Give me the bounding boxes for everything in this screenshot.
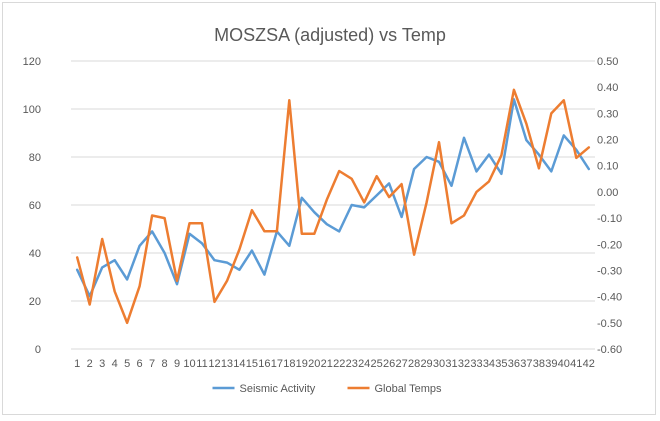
- left-tick-label: 100: [23, 104, 41, 116]
- x-tick-label: 35: [495, 358, 507, 370]
- right-tick-label: 0.50: [597, 56, 618, 68]
- x-tick-label: 8: [162, 358, 168, 370]
- x-tick-label: 4: [112, 358, 118, 370]
- right-tick-label: -0.30: [597, 265, 622, 277]
- series-line-global-temps: [75, 88, 591, 325]
- x-tick-label: 33: [470, 358, 482, 370]
- left-tick-label: 40: [29, 248, 41, 260]
- x-tick-label: 2: [87, 358, 93, 370]
- x-tick-label: 24: [358, 358, 370, 370]
- right-tick-label: -0.20: [597, 239, 622, 251]
- x-tick-label: 42: [583, 358, 595, 370]
- x-tick-label: 40: [558, 358, 570, 370]
- x-tick-label: 31: [445, 358, 457, 370]
- x-tick-label: 16: [258, 358, 270, 370]
- chart-title: MOSZSA (adjusted) vs Temp: [214, 25, 446, 45]
- right-tick-label: -0.50: [597, 318, 622, 330]
- x-tick-label: 34: [483, 358, 495, 370]
- x-tick-label: 22: [333, 358, 345, 370]
- left-tick-label: 80: [29, 152, 41, 164]
- x-tick-label: 3: [99, 358, 105, 370]
- left-tick-label: 120: [23, 56, 41, 68]
- x-tick-label: 19: [296, 358, 308, 370]
- x-tick-label: 41: [570, 358, 582, 370]
- x-tick-label: 17: [271, 358, 283, 370]
- x-tick-label: 14: [233, 358, 245, 370]
- x-tick-label: 27: [395, 358, 407, 370]
- legend-label: Global Temps: [375, 383, 443, 395]
- legend-label: Seismic Activity: [240, 383, 316, 395]
- left-axis-ticks: 0 20 40 60 80 100 120: [23, 56, 41, 356]
- right-tick-label: -0.60: [597, 344, 622, 356]
- gridlines: [71, 60, 595, 350]
- x-tick-label: 38: [533, 358, 545, 370]
- right-tick-label: 0.30: [597, 108, 618, 120]
- right-tick-label: -0.10: [597, 213, 622, 225]
- x-tick-label: 32: [458, 358, 470, 370]
- chart-area: MOSZSA (adjusted) vs Temp 0 20 40 60 80 100 12…: [2, 2, 656, 415]
- line-chart: MOSZSA (adjusted) vs Temp 02040608010012…: [23, 25, 622, 395]
- x-tick-label: 37: [520, 358, 532, 370]
- left-tick-label: 20: [29, 296, 41, 308]
- x-tick-label: 26: [383, 358, 395, 370]
- right-tick-label: 0.20: [597, 135, 618, 147]
- x-tick-label: 10: [183, 358, 195, 370]
- x-tick-label: 11: [196, 358, 207, 370]
- right-tick-label: 0.10: [597, 161, 618, 173]
- x-tick-label: 28: [408, 358, 420, 370]
- x-tick-label: 18: [283, 358, 295, 370]
- right-tick-label: 0.40: [597, 82, 618, 94]
- legend: Seismic Activity Global Temps: [212, 383, 443, 395]
- left-tick-label: 0: [35, 344, 41, 356]
- x-tick-label: 1: [74, 358, 80, 370]
- right-tick-label: 0.00: [597, 187, 618, 199]
- right-axis-ticks: -0.60 -0.50 -0.40 -0.30 -0.20 -0.10 0.00 0.10 0.…: [597, 56, 622, 356]
- x-tick-label: 9: [174, 358, 180, 370]
- x-tick-label: 29: [420, 358, 432, 370]
- x-tick-label: 25: [371, 358, 383, 370]
- right-tick-label: -0.40: [597, 292, 622, 304]
- x-tick-label: 13: [221, 358, 233, 370]
- x-tick-label: 23: [346, 358, 358, 370]
- x-tick-label: 6: [137, 358, 143, 370]
- x-tick-label: 15: [246, 358, 258, 370]
- x-tick-label: 36: [508, 358, 520, 370]
- left-tick-label: 60: [29, 200, 41, 212]
- x-tick-label: 5: [124, 358, 130, 370]
- series-line-seismic-activity: [75, 98, 591, 298]
- x-axis-ticks: 1 2 3 4 5 6 7 8 9 10 11 12 13 14 15 16 17 18 19 20 21 22 23 24 2…: [74, 358, 595, 370]
- x-tick-label: 39: [545, 358, 557, 370]
- x-tick-label: 20: [308, 358, 320, 370]
- x-tick-label: 12: [208, 358, 220, 370]
- x-tick-label: 21: [321, 358, 333, 370]
- x-tick-label: 30: [433, 358, 445, 370]
- x-tick-label: 7: [149, 358, 155, 370]
- series-lines: [75, 88, 591, 325]
